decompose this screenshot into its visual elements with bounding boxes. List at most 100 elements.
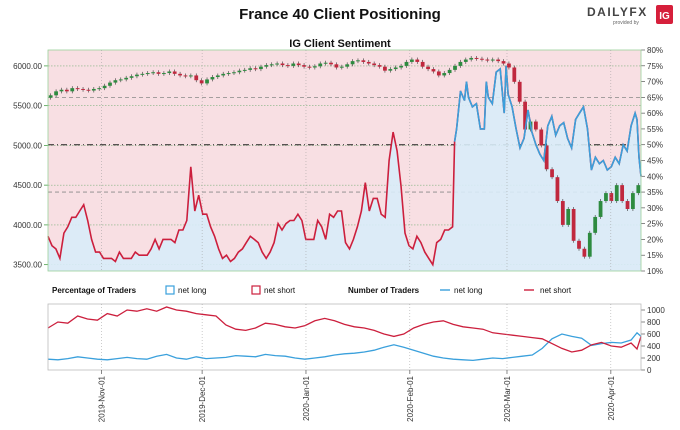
- price-candle: [242, 69, 247, 71]
- price-tick-label: 6000.00: [13, 62, 42, 71]
- traders-tick-label: 800: [647, 318, 661, 327]
- price-tick-label: 4000.00: [13, 221, 42, 230]
- price-candle: [329, 62, 333, 65]
- pct-tick-label: 25%: [647, 220, 663, 229]
- pct-tick-label: 60%: [647, 109, 663, 118]
- price-candle: [350, 61, 355, 65]
- legend-pct-long-swatch: [165, 285, 175, 295]
- price-candle: [496, 59, 501, 62]
- ig-logo-text: IG: [659, 11, 670, 22]
- price-candle: [118, 79, 123, 81]
- traders-plot-border: [47, 303, 642, 371]
- traders-tick-label: 400: [647, 342, 661, 351]
- price-candle: [463, 59, 468, 62]
- price-candle: [199, 80, 204, 84]
- price-candle: [54, 91, 58, 96]
- date-tick-label: 2020-Apr-01: [607, 375, 616, 420]
- net-long-line-blue: [453, 65, 642, 177]
- price-candle: [366, 61, 371, 64]
- price-candle: [178, 73, 182, 76]
- price-candle: [339, 66, 344, 68]
- date-tick-label: 2020-Jan-01: [302, 375, 311, 420]
- brand-tagline: provided by: [613, 20, 639, 26]
- price-candle: [582, 248, 587, 257]
- price-candle: [97, 88, 102, 90]
- price-candle: [215, 75, 220, 78]
- date-axis: 2019-Nov-01 2019-Dec-01 2020-Jan-01 2020-Fe…: [98, 50, 616, 422]
- price-candle: [560, 201, 565, 225]
- price-tick-label: 5500.00: [13, 102, 42, 111]
- price-candle: [81, 88, 85, 90]
- legend-pct-short-swatch: [251, 285, 261, 295]
- legend: Percentage of Traders net long net short Nu…: [52, 285, 572, 295]
- price-candle: [372, 63, 377, 66]
- price-candle: [312, 66, 317, 68]
- price-candle: [420, 61, 425, 67]
- price-candle: [614, 185, 619, 202]
- price-candle: [113, 80, 118, 83]
- pct-tick-label: 15%: [647, 251, 663, 260]
- price-candle: [275, 63, 280, 65]
- price-candle: [490, 59, 495, 61]
- price-candle: [393, 67, 398, 70]
- price-candle: [598, 201, 603, 217]
- price-candle: [399, 65, 403, 68]
- price-candle: [226, 73, 231, 75]
- price-candle: [404, 61, 409, 66]
- price-candle: [232, 72, 236, 74]
- price-candle: [415, 59, 420, 62]
- price-candle: [280, 63, 285, 66]
- sentiment-plot-border: [47, 49, 642, 272]
- net-long-area: [48, 65, 641, 271]
- price-candle: [474, 57, 479, 59]
- price-candle: [221, 73, 226, 76]
- price-candle: [307, 66, 312, 68]
- price-candle: [517, 81, 522, 102]
- date-tick-label: 2020-Mar-01: [503, 375, 512, 421]
- price-candle: [102, 85, 107, 89]
- pct-tick-label: 40%: [647, 172, 663, 181]
- traders-panel: 1000 800 600 400 200 0: [47, 303, 665, 375]
- price-candle: [409, 59, 414, 62]
- price-candle: [442, 73, 447, 76]
- pct-tick-label: 70%: [647, 78, 663, 87]
- traders-tick-label: 0: [647, 366, 652, 375]
- price-candle: [286, 65, 290, 67]
- price-candle: [593, 216, 598, 233]
- pct-tick-label: 20%: [647, 235, 663, 244]
- price-candle: [86, 89, 91, 91]
- price-candle: [507, 63, 511, 68]
- price-candle: [183, 75, 188, 77]
- pct-tick-label: 55%: [647, 125, 663, 134]
- pct-tick-label: 10%: [647, 267, 663, 276]
- price-candle: [620, 185, 625, 202]
- price-candle: [501, 61, 506, 64]
- traders-tick-label: 600: [647, 330, 661, 339]
- price-candle: [302, 65, 306, 67]
- price-candle: [512, 67, 517, 82]
- price-candle: [539, 129, 544, 146]
- price-candle: [291, 63, 296, 66]
- date-tick-label: 2019-Nov-01: [98, 375, 107, 422]
- sentiment-panel: 80% 75% 70% 65% 60% 55% 50% 45% 40% 35% 30% 25% 20% 1…: [13, 46, 663, 276]
- price-candle: [188, 75, 193, 77]
- price-candle: [577, 240, 581, 249]
- price-candle: [604, 193, 608, 202]
- pct-tick-label: 35%: [647, 188, 663, 197]
- date-tick-label: 2019-Dec-01: [198, 375, 207, 422]
- price-candle: [248, 68, 253, 70]
- legend-pct-short-label: net short: [264, 286, 296, 295]
- price-candle: [631, 193, 635, 209]
- price-candle: [323, 62, 328, 64]
- price-tick-label: 4500.00: [13, 181, 42, 190]
- price-candle: [259, 66, 263, 70]
- price-candle: [458, 61, 463, 66]
- price-candle: [156, 72, 161, 74]
- price-candle: [91, 88, 96, 91]
- date-tick-label: 2020-Feb-01: [406, 375, 415, 421]
- price-candle: [264, 65, 269, 67]
- price-candle: [269, 64, 274, 66]
- price-candle: [237, 70, 242, 73]
- price-candle: [205, 79, 209, 84]
